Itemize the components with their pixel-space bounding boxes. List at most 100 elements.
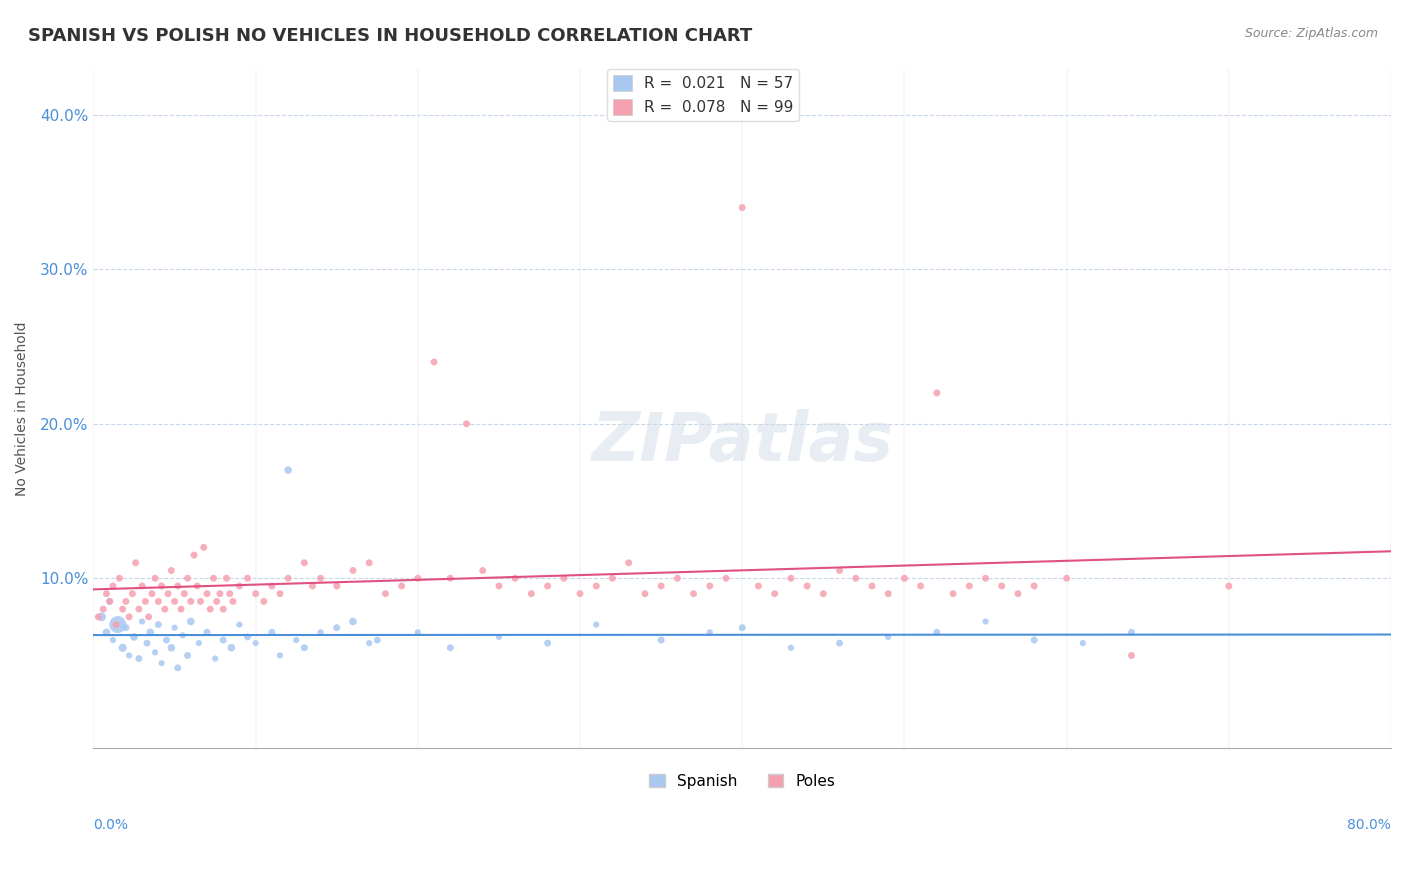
Point bbox=[180, 615, 202, 629]
Point bbox=[200, 602, 222, 616]
Point bbox=[406, 571, 429, 585]
Point bbox=[503, 571, 526, 585]
Point bbox=[957, 579, 980, 593]
Point bbox=[1121, 648, 1143, 663]
Y-axis label: No Vehicles in Household: No Vehicles in Household bbox=[15, 321, 30, 496]
Point bbox=[236, 571, 259, 585]
Point bbox=[585, 617, 607, 632]
Point bbox=[90, 610, 112, 624]
Point bbox=[650, 579, 672, 593]
Point bbox=[1007, 587, 1029, 601]
Point bbox=[236, 630, 259, 644]
Point bbox=[925, 385, 948, 400]
Point bbox=[828, 564, 851, 578]
Point bbox=[699, 579, 721, 593]
Point bbox=[204, 651, 226, 665]
Point bbox=[666, 571, 689, 585]
Point bbox=[813, 587, 835, 601]
Point bbox=[828, 636, 851, 650]
Point bbox=[153, 602, 176, 616]
Point bbox=[121, 587, 143, 601]
Point bbox=[731, 621, 754, 635]
Point bbox=[245, 636, 267, 650]
Point bbox=[1071, 636, 1094, 650]
Text: SPANISH VS POLISH NO VEHICLES IN HOUSEHOLD CORRELATION CHART: SPANISH VS POLISH NO VEHICLES IN HOUSEHO… bbox=[28, 27, 752, 45]
Text: 80.0%: 80.0% bbox=[1347, 818, 1391, 831]
Point bbox=[101, 579, 124, 593]
Point bbox=[260, 625, 283, 640]
Point bbox=[406, 625, 429, 640]
Point bbox=[245, 587, 267, 601]
Point bbox=[471, 564, 494, 578]
Point bbox=[98, 594, 121, 608]
Point bbox=[150, 656, 173, 670]
Point bbox=[163, 594, 186, 608]
Point bbox=[115, 621, 138, 635]
Point bbox=[148, 594, 170, 608]
Point bbox=[136, 636, 159, 650]
Point bbox=[108, 571, 131, 585]
Point bbox=[342, 564, 364, 578]
Point bbox=[1024, 633, 1046, 648]
Legend: Spanish, Poles: Spanish, Poles bbox=[643, 768, 841, 795]
Point bbox=[366, 633, 388, 648]
Point bbox=[359, 636, 381, 650]
Point bbox=[128, 602, 150, 616]
Point bbox=[143, 571, 166, 585]
Point bbox=[212, 633, 235, 648]
Point bbox=[439, 571, 461, 585]
Point bbox=[714, 571, 737, 585]
Point bbox=[101, 633, 124, 648]
Point bbox=[974, 615, 997, 629]
Point bbox=[160, 564, 183, 578]
Point bbox=[553, 571, 575, 585]
Point bbox=[942, 587, 965, 601]
Point bbox=[860, 579, 883, 593]
Point bbox=[131, 615, 153, 629]
Point bbox=[893, 571, 915, 585]
Point bbox=[423, 355, 446, 369]
Point bbox=[301, 579, 323, 593]
Point bbox=[309, 571, 332, 585]
Point bbox=[925, 625, 948, 640]
Point bbox=[215, 571, 238, 585]
Point bbox=[87, 610, 110, 624]
Point bbox=[228, 617, 250, 632]
Text: 0.0%: 0.0% bbox=[93, 818, 128, 831]
Point bbox=[326, 579, 349, 593]
Point bbox=[118, 648, 141, 663]
Point bbox=[780, 571, 803, 585]
Point bbox=[682, 587, 704, 601]
Point bbox=[796, 579, 818, 593]
Point bbox=[173, 587, 195, 601]
Point bbox=[96, 625, 118, 640]
Point bbox=[115, 594, 138, 608]
Point bbox=[105, 617, 128, 632]
Point bbox=[253, 594, 276, 608]
Point bbox=[634, 587, 657, 601]
Point bbox=[1218, 579, 1240, 593]
Point bbox=[520, 587, 543, 601]
Point bbox=[569, 587, 592, 601]
Point bbox=[990, 579, 1012, 593]
Point bbox=[780, 640, 803, 655]
Point bbox=[845, 571, 868, 585]
Point bbox=[186, 579, 208, 593]
Point bbox=[193, 541, 215, 555]
Point bbox=[391, 579, 413, 593]
Point bbox=[195, 625, 218, 640]
Point bbox=[309, 625, 332, 640]
Point bbox=[118, 610, 141, 624]
Point bbox=[176, 571, 198, 585]
Point bbox=[228, 579, 250, 593]
Point bbox=[212, 602, 235, 616]
Point bbox=[190, 594, 212, 608]
Point bbox=[285, 633, 308, 648]
Point bbox=[277, 571, 299, 585]
Point bbox=[1121, 625, 1143, 640]
Point bbox=[747, 579, 769, 593]
Point bbox=[122, 630, 145, 644]
Point bbox=[585, 579, 607, 593]
Point bbox=[134, 594, 156, 608]
Point bbox=[731, 201, 754, 215]
